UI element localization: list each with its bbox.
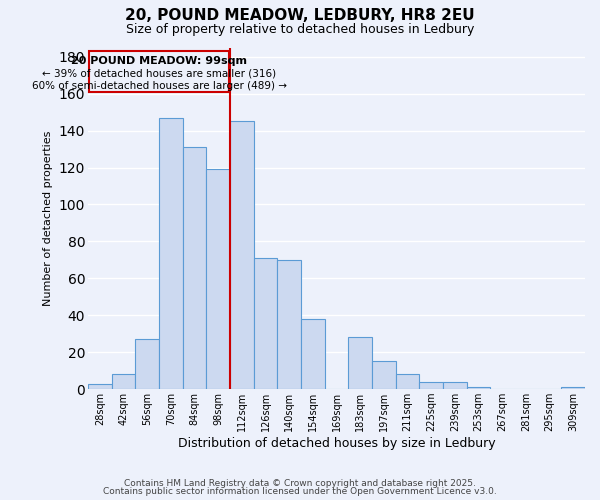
Text: 20 POUND MEADOW: 99sqm: 20 POUND MEADOW: 99sqm [71,56,247,66]
Bar [254,258,277,389]
Text: 60% of semi-detached houses are larger (489) →: 60% of semi-detached houses are larger (… [32,80,287,90]
Text: Size of property relative to detached houses in Ledbury: Size of property relative to detached ho… [126,22,474,36]
Text: Contains HM Land Registry data © Crown copyright and database right 2025.: Contains HM Land Registry data © Crown c… [124,478,476,488]
Bar [277,260,301,389]
Text: Contains public sector information licensed under the Open Government Licence v3: Contains public sector information licen… [103,487,497,496]
Bar [419,382,443,389]
Text: 20, POUND MEADOW, LEDBURY, HR8 2EU: 20, POUND MEADOW, LEDBURY, HR8 2EU [125,8,475,22]
Bar [112,374,136,389]
Bar [159,118,183,389]
Bar [443,382,467,389]
Bar [230,122,254,389]
Y-axis label: Number of detached properties: Number of detached properties [43,130,53,306]
Bar [88,384,112,389]
Bar [183,147,206,389]
Bar [467,388,490,389]
Bar [301,319,325,389]
Bar [136,340,159,389]
FancyBboxPatch shape [89,51,229,92]
Bar [372,362,395,389]
Text: ← 39% of detached houses are smaller (316): ← 39% of detached houses are smaller (31… [42,68,276,78]
Bar [206,170,230,389]
Bar [395,374,419,389]
Bar [349,338,372,389]
X-axis label: Distribution of detached houses by size in Ledbury: Distribution of detached houses by size … [178,437,496,450]
Bar [562,388,585,389]
